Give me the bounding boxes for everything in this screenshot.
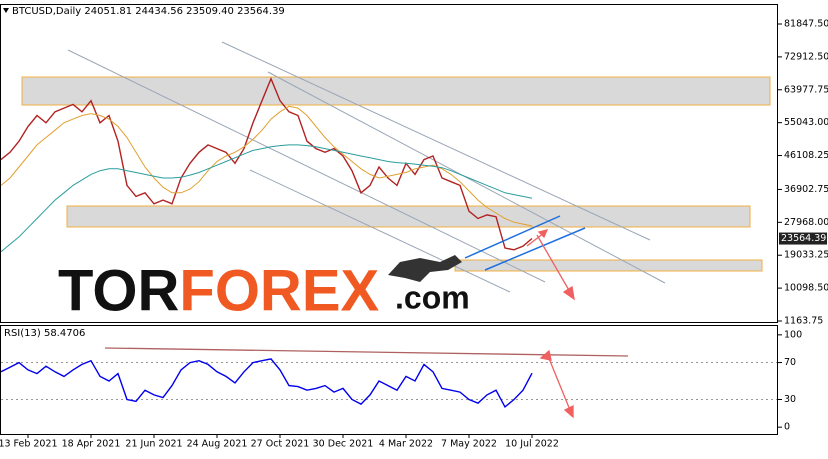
rsi-panel [0, 325, 778, 435]
price-label: 23564.39 [781, 233, 826, 244]
y-tick-label: 19033.25 [784, 250, 828, 261]
arrows [104, 229, 629, 419]
zones [21, 76, 771, 272]
resistance-zone [21, 76, 771, 106]
y-tick-label: 70 [784, 357, 796, 368]
x-tick-label: 30 Dec 2021 [313, 439, 374, 450]
arrow-head [563, 404, 574, 419]
x-tick-label: 13 Feb 2021 [0, 439, 58, 450]
channel-line [484, 227, 586, 271]
x-tick-label: 4 Mar 2022 [379, 439, 433, 450]
y-tick-label: 30 [784, 394, 796, 405]
title-icon [3, 8, 9, 13]
chart-title: BTCUSD,Daily 24051.81 24434.56 23509.40 … [12, 6, 285, 17]
y-tick-label: 81847.50 [784, 18, 828, 29]
price-label-box [779, 232, 827, 245]
trend-line [67, 49, 546, 283]
support-zone [66, 205, 751, 228]
x-tick-label: 10 Jul 2022 [505, 439, 559, 450]
series-line [0, 358, 533, 408]
support-zone [454, 259, 763, 272]
arrow [526, 232, 545, 247]
arrow [547, 355, 571, 411]
arrow-head [562, 285, 575, 301]
watermark-text: FOREX [179, 258, 379, 323]
y-tick-label: 0 [784, 422, 790, 433]
channel-line [464, 215, 561, 259]
y-tick-label: 27968.00 [784, 217, 828, 228]
x-tick-label: 24 Aug 2021 [187, 439, 248, 450]
channel [464, 215, 586, 271]
series-line [0, 76, 533, 251]
y-tick-label: 1163.75 [784, 315, 823, 326]
bull-logo [388, 255, 462, 282]
rsi-trend-line [104, 347, 629, 357]
x-tick-label: 27 Oct 2021 [251, 439, 310, 450]
arrow-head [537, 229, 549, 239]
trend-line [249, 169, 511, 293]
y-tick-label: 36902.75 [784, 184, 828, 195]
x-tick-label: 7 May 2022 [441, 439, 497, 450]
y-tick-label: 10098.50 [784, 283, 828, 294]
price-panel [0, 4, 778, 323]
series-line [0, 105, 533, 227]
y-tick-label: 63977.75 [784, 84, 828, 95]
watermark-text: .com [395, 279, 470, 315]
rsi-title: RSI(13) 58.4706 [4, 328, 85, 339]
watermark-text: TOR [58, 258, 179, 323]
y-tick-label: 100 [784, 329, 802, 340]
y-tick-label: 72912.50 [784, 51, 828, 62]
trend-line [221, 41, 651, 241]
watermark: TOR FOREX .com [58, 255, 470, 323]
series-line [0, 144, 533, 253]
trend-lines [67, 41, 666, 293]
x-tick-label: 21 Jun 2021 [125, 439, 182, 450]
y-tick-label: 55043.00 [784, 117, 828, 128]
x-tick-label: 18 Apr 2021 [62, 439, 121, 450]
arrow-head [539, 349, 552, 361]
y-tick-label: 46108.25 [784, 150, 828, 161]
arrow [536, 234, 571, 293]
